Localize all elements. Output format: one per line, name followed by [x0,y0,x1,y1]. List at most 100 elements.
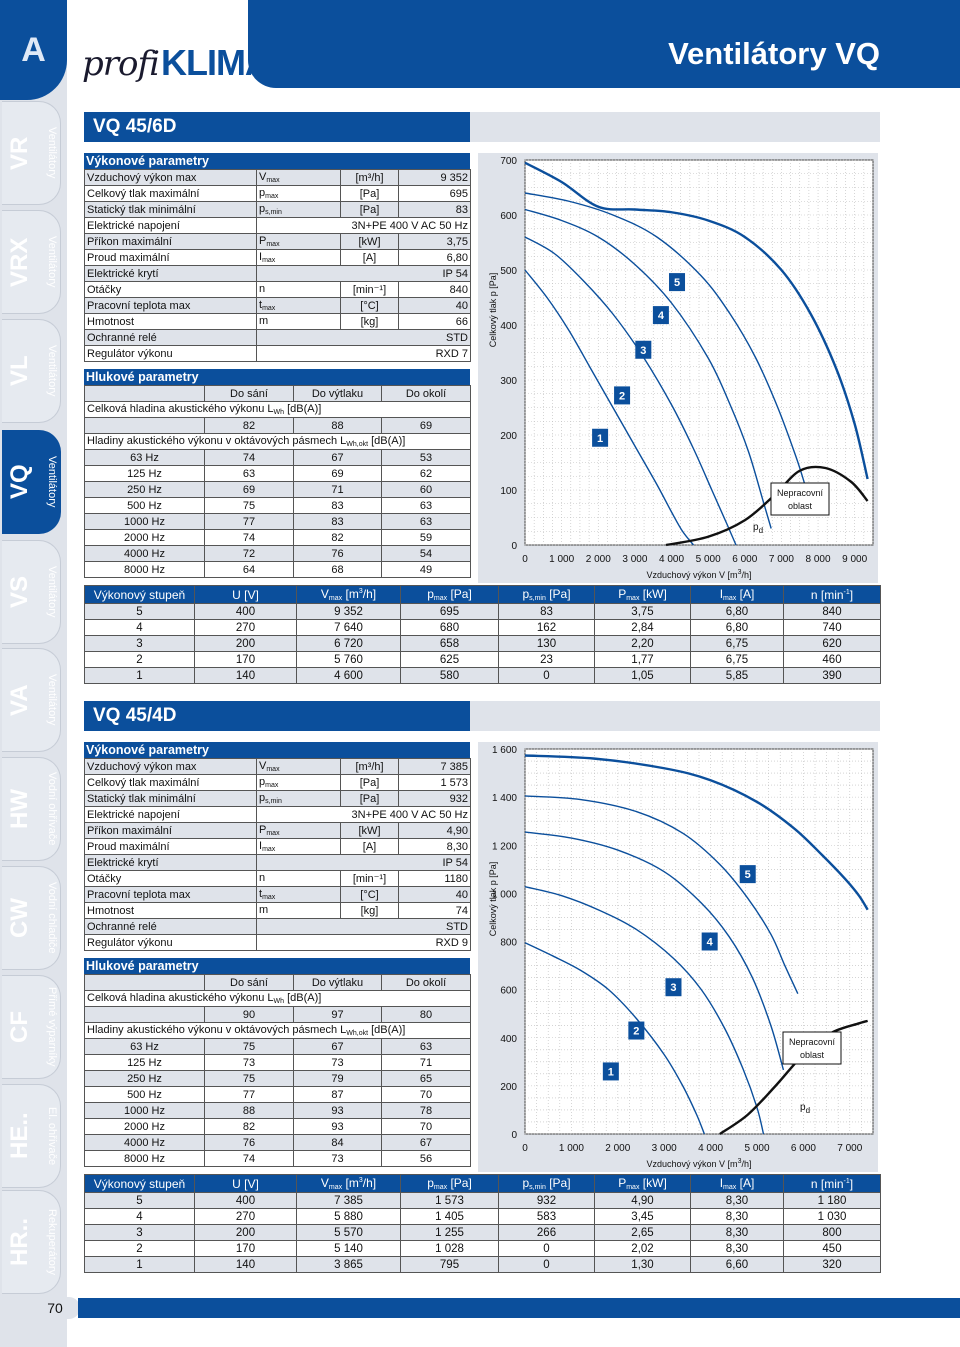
noise-table: Do sání Do výtlaku Do okolí Celková hladin… [84,385,471,578]
stage-cell: 5 880 [296,1208,401,1225]
bottom-bar [78,1298,960,1318]
octave-value: 60 [381,481,471,498]
non-working-area-label: Nepracovní oblast [782,1031,842,1065]
y-tick-label: 500 [500,266,517,277]
octave-band: 125 Hz [84,1054,205,1071]
param-label: Příkon maximální [84,233,257,250]
y-tick-label: 800 [500,938,517,949]
y-tick-label: 1 600 [492,745,517,756]
sidebar-tab-vq[interactable]: VQ Ventilátory [2,430,61,534]
sidebar-tab-he[interactable]: HE.. El. ohřívače [2,1084,61,1188]
octave-value: 77 [204,513,294,530]
chart-svg: 0 1 000 2 000 3 000 4 000 5 000 6 000 7 000 8 00… [488,156,874,580]
octave-value: 82 [204,1118,294,1135]
x-tick-label: 2 000 [605,1143,630,1154]
stage-cell: 1 405 [400,1208,499,1225]
stage-cell: 8,30 [690,1192,784,1209]
sidebar-tab-va[interactable]: VA Ventilátory [2,648,61,752]
stage-label-box [652,306,669,325]
param-value: STD [256,329,471,346]
sidebar-tab-vrx[interactable]: VRX Ventilátory [2,210,61,314]
x-tick-label: 1 000 [549,554,574,565]
sidebar-tab-vs[interactable]: VS Ventilátory [2,540,61,644]
stage-label-4: 4 [701,932,718,951]
stage-col-header: Imax [A] [690,585,784,604]
param-value: RXD 7 [256,345,471,362]
param-row: Elektrické napojení 3N+PE 400 V AC 50 Hz [84,217,471,234]
param-unit: [A] [340,838,399,855]
performance-heading: Výkonové parametry [84,742,470,758]
stage-label-2: 2 [628,1021,645,1040]
param-row: Otáčky n [min⁻¹] 1180 [84,870,471,887]
x-tick-label: 5 000 [696,554,721,565]
octave-value: 63 [381,513,471,530]
stage-cell: 2,02 [594,1240,691,1257]
header-band [248,0,960,88]
stage-cell: 9 352 [296,603,401,620]
stage-col-header: Výkonový stupeň [84,585,195,604]
curve-stage-1 [524,269,695,546]
dynamic-pressure-label: pd [800,1102,810,1115]
octave-band: 1000 Hz [84,513,205,530]
curve-stage-5 [524,754,869,911]
sidebar-tab-cf[interactable]: CF Přímé výparníky [2,975,61,1079]
stage-row: 2 170 5 140 1 028 0 2,02 8,30 450 [84,1240,881,1257]
stage-label-text: 4 [658,310,665,322]
operating-boundary [665,465,869,547]
stage-cell: 400 [194,1192,297,1209]
stage-label-text: 4 [707,937,714,949]
y-axis-label: Celkový tlak p [Pa] [488,862,498,937]
octave-row: 2000 Hz 74 82 59 [84,529,471,546]
y-tick-label: 1 000 [492,889,517,900]
param-symbol: ps,min [256,790,341,807]
stage-cell: 83 [498,603,595,620]
stage-label-text: 5 [745,869,751,881]
total-noise-value: 88 [293,417,382,434]
y-tick-label: 1 400 [492,793,517,804]
octave-row: 500 Hz 75 83 63 [84,497,471,514]
stage-col-header: Imax [A] [690,1174,784,1193]
param-unit: [°C] [340,297,399,314]
param-label: Elektrické krytí [84,854,257,871]
param-label: Celkový tlak maximální [84,774,257,791]
octave-band: 63 Hz [84,1038,205,1055]
stage-row: 4 270 7 640 680 162 2,84 6,80 740 [84,619,881,636]
stage-cell: 6,75 [690,635,784,652]
octave-row: 250 Hz 75 79 65 [84,1070,471,1087]
stage-header-row: Výkonový stupeň U [V] Vmax [m3/h] pmax [… [84,1174,881,1193]
param-value: 695 [398,185,471,202]
stage-label-text: 1 [608,1066,614,1078]
sidebar-tab-vl[interactable]: VL Ventilátory [2,319,61,423]
total-noise-row: 82 88 69 [84,417,471,434]
performance-chart: 0 1 000 2 000 3 000 4 000 5 000 6 000 7 000 8 00… [478,153,878,583]
sidebar-tab-hr[interactable]: HR.. Rekuperátory [2,1190,61,1294]
param-symbol: n [256,870,341,887]
sidebar-tab-vr[interactable]: VR Ventilátory [2,101,61,205]
octave-value: 69 [204,481,294,498]
octave-value: 74 [204,529,294,546]
x-tick-label: 0 [522,554,528,565]
sidebar-tab-cw[interactable]: CW Vodní chladiče [2,866,61,970]
stage-label-4: 4 [652,306,669,325]
stage-label-box [701,932,718,951]
octave-label: Hladiny akustického výkonu v oktávových … [84,1022,471,1039]
stage-col-header: pmax [Pa] [400,1174,499,1193]
octave-row: 4000 Hz 72 76 54 [84,545,471,562]
y-tick-label: 0 [511,541,517,552]
stage-cell: 620 [783,635,881,652]
sidebar-tab-hw[interactable]: HW Vodní ohřívače [2,757,61,861]
octave-band: 500 Hz [84,497,205,514]
sidebar-tab-code: HW [6,789,33,829]
octave-band: 4000 Hz [84,545,205,562]
stage-cell: 2,20 [594,635,691,652]
param-value: 9 352 [398,169,471,186]
total-noise-label-row: Celková hladina akustického výkonu LWh [… [84,990,471,1007]
param-symbol: ps,min [256,201,341,218]
octave-value: 67 [381,1134,471,1151]
x-tick-label: 8 000 [806,554,831,565]
octave-value: 63 [381,1038,471,1055]
stage-cell: 1,30 [594,1256,691,1273]
stage-label-box [602,1062,619,1081]
param-label: Hmotnost [84,313,257,330]
param-value: 3N+PE 400 V AC 50 Hz [256,217,471,234]
